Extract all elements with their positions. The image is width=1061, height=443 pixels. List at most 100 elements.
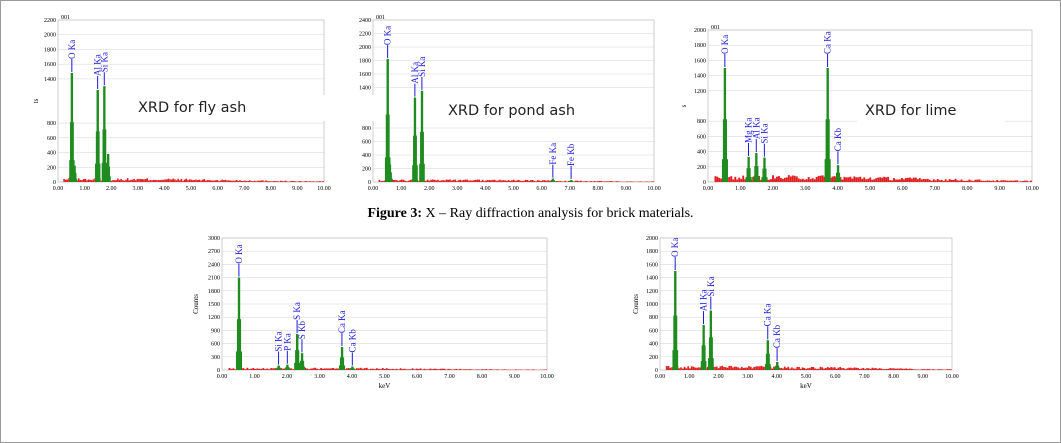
- y-tick-label: 800: [362, 126, 371, 132]
- y-tick-label: 200: [47, 165, 56, 171]
- background-bar: [187, 180, 189, 182]
- background-bar: [586, 181, 589, 182]
- background-bar: [857, 368, 859, 370]
- background-bar: [433, 368, 436, 370]
- background-bar: [403, 368, 406, 370]
- background-bar: [87, 179, 90, 182]
- background-bar: [811, 178, 814, 182]
- background-bar: [988, 180, 991, 182]
- x-tick-label: 5.00: [865, 186, 876, 192]
- background-bar: [600, 180, 603, 182]
- background-bar: [270, 181, 272, 182]
- background-bar: [309, 181, 311, 182]
- background-bar: [1006, 180, 1009, 182]
- background-bar: [209, 180, 212, 182]
- background-bar: [79, 180, 82, 182]
- peak-bar: [764, 364, 768, 370]
- background-bar: [880, 368, 883, 370]
- background-bar: [431, 179, 434, 182]
- background-bar: [819, 175, 822, 182]
- peak-bar: [414, 135, 417, 182]
- background-bar: [523, 180, 525, 182]
- background-bar: [728, 365, 731, 370]
- y-tick-label: 1200: [208, 315, 220, 321]
- background-bar: [492, 179, 494, 182]
- background-bar: [380, 181, 382, 182]
- background-bar: [271, 181, 274, 182]
- background-bar: [938, 180, 941, 182]
- background-bar: [332, 367, 334, 370]
- background-bar: [409, 179, 412, 182]
- peak-label: Ca Kb: [772, 324, 782, 348]
- background-bar: [421, 369, 424, 370]
- x-tick-label: 4.00: [347, 374, 358, 380]
- x-tick-label: 1.00: [684, 374, 695, 380]
- background-bar: [819, 366, 822, 370]
- background-bar: [457, 369, 460, 370]
- peak-bar: [279, 369, 282, 370]
- background-bar: [609, 181, 611, 182]
- peak-bar: [239, 351, 243, 370]
- background-bar: [794, 368, 797, 370]
- peak-bar: [767, 353, 770, 370]
- background-bar: [500, 180, 503, 182]
- background-bar: [861, 178, 864, 182]
- background-bar: [455, 368, 458, 370]
- background-bar: [495, 369, 498, 370]
- background-bar: [857, 177, 860, 182]
- chart-top-label: 001: [376, 15, 385, 21]
- background-bar: [685, 368, 688, 370]
- background-bar: [555, 181, 558, 182]
- background-bar: [248, 369, 251, 370]
- background-bar: [903, 179, 905, 182]
- background-bar: [924, 179, 927, 182]
- background-bar: [382, 180, 384, 182]
- peak-bar: [384, 157, 388, 182]
- background-bar: [247, 181, 249, 182]
- background-bar: [292, 369, 295, 370]
- background-bar: [939, 369, 942, 370]
- background-bar: [281, 181, 284, 182]
- background-bar: [830, 367, 833, 370]
- background-bar: [718, 177, 721, 182]
- background-bar: [837, 367, 840, 370]
- x-tick-label: 2.00: [768, 186, 779, 192]
- peak-bar: [353, 369, 356, 370]
- peak-bar: [675, 350, 679, 370]
- x-tick-label: 7.00: [444, 374, 455, 380]
- peak-bar: [422, 163, 425, 182]
- background-bar: [306, 368, 309, 370]
- y-tick-label: 2700: [208, 249, 220, 255]
- peak-bar: [235, 351, 239, 370]
- peak-bar: [71, 122, 74, 182]
- background-bar: [518, 179, 520, 182]
- background-bar: [273, 180, 276, 182]
- background-bar: [721, 365, 724, 370]
- background-bar: [493, 179, 496, 182]
- background-bar: [791, 367, 793, 370]
- y-tick-label: 0: [703, 180, 706, 186]
- background-bar: [858, 368, 861, 370]
- peak-bar: [835, 172, 839, 182]
- background-bar: [397, 369, 400, 370]
- background-bar: [598, 180, 601, 182]
- background-bar: [178, 180, 181, 182]
- background-bar: [740, 366, 743, 370]
- background-bar: [378, 179, 381, 182]
- background-bar: [505, 369, 508, 370]
- x-tick-label: 0.00: [655, 374, 666, 380]
- background-bar: [221, 179, 223, 182]
- background-bar: [557, 181, 560, 182]
- background-bar: [873, 179, 876, 182]
- background-bar: [459, 179, 462, 182]
- background-bar: [744, 179, 747, 182]
- x-tick-label: 3.00: [800, 186, 811, 192]
- background-bar: [511, 180, 513, 182]
- background-bar: [286, 181, 289, 182]
- background-bar: [228, 368, 231, 370]
- peak-bar: [570, 180, 574, 182]
- background-bar: [593, 181, 596, 182]
- background-bar: [883, 176, 886, 182]
- background-bar: [417, 368, 420, 370]
- background-bar: [851, 178, 854, 182]
